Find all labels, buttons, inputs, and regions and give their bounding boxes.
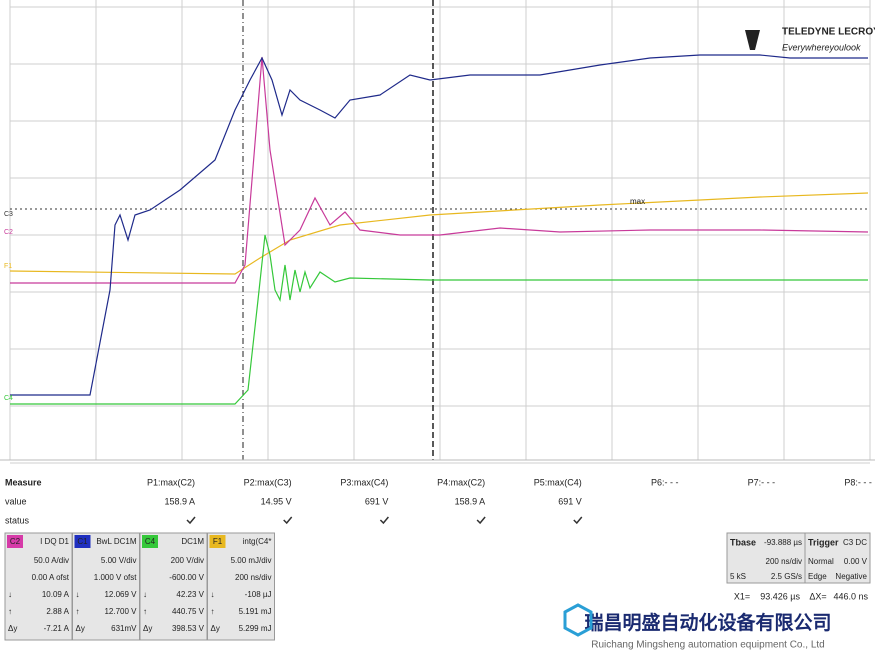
row-prefix: ↓ xyxy=(211,590,215,599)
row-prefix: ↓ xyxy=(143,590,147,599)
trace-label: C3 xyxy=(4,211,13,218)
row-value: -600.00 V xyxy=(169,573,204,582)
channel-header: intg(C4* xyxy=(243,537,272,546)
row-value: 5.191 mJ xyxy=(239,607,272,616)
trace-label: F1 xyxy=(4,263,12,270)
trigger-title: Trigger xyxy=(808,537,839,547)
row-prefix: Δy xyxy=(8,624,17,633)
trigger-row-label: Normal xyxy=(808,557,834,566)
channel-badge xyxy=(142,535,158,548)
row-prefix: ↑ xyxy=(8,607,12,616)
trigger-row-value: 0.00 V xyxy=(844,557,868,566)
row-value: 398.53 V xyxy=(172,624,205,633)
timebase-sub: -93.888 µs xyxy=(764,538,802,547)
trigger-box xyxy=(804,532,871,584)
channel-header: DC1M xyxy=(181,537,204,546)
status-check xyxy=(186,516,196,525)
watermark-en: Ruichang Mingsheng automation equipment … xyxy=(591,640,824,651)
status-check xyxy=(573,516,583,525)
status-check xyxy=(283,516,293,525)
param-value: 158.9 A xyxy=(455,496,486,506)
param-name: P4:max(C2) xyxy=(437,477,485,487)
row-prefix: ↓ xyxy=(8,590,12,599)
channel-id: F1 xyxy=(213,537,223,546)
param-name: P5:max(C4) xyxy=(534,477,582,487)
row-value: 200 V/div xyxy=(171,556,204,565)
channel-box xyxy=(207,532,275,641)
max-marker: max xyxy=(630,197,645,206)
trigger-sub: C3 DC xyxy=(843,538,867,547)
channel-id: C4 xyxy=(145,537,156,546)
logo-tagline: Everywhereyoulook xyxy=(782,42,861,52)
param-name: P2:max(C3) xyxy=(244,477,292,487)
row-value: 631mV xyxy=(111,624,137,633)
logo-brand: TELEDYNE LECROY xyxy=(782,27,875,38)
row-value: 200 ns/div xyxy=(235,573,271,582)
row-value: 5.00 mJ/div xyxy=(231,556,272,565)
trace-c1 xyxy=(10,54,868,396)
channel-badge xyxy=(7,535,23,548)
row-prefix: ↑ xyxy=(76,607,80,616)
row-value: 5.00 V/div xyxy=(101,556,137,565)
param-name: P3:max(C4) xyxy=(340,477,388,487)
row-label: value xyxy=(5,496,27,506)
row-value: 5.299 mJ xyxy=(239,624,272,633)
cursor-readout: 446.0 ns xyxy=(833,591,868,601)
param-value: 691 V xyxy=(365,496,389,506)
row-value: 1.000 V ofst xyxy=(94,573,137,582)
channel-box xyxy=(139,532,208,641)
timebase-row-label: 5 kS xyxy=(730,572,746,581)
trace-label: C4 xyxy=(4,395,13,402)
row-value: -108 µJ xyxy=(245,590,272,599)
cursor-readout: X1= xyxy=(734,591,750,601)
status-check xyxy=(379,516,389,525)
channel-id: C2 xyxy=(10,537,21,546)
channel-badge xyxy=(209,535,226,548)
row-prefix: ↓ xyxy=(76,590,80,599)
param-value: 158.9 A xyxy=(164,496,195,506)
channel-id: C1 xyxy=(77,537,88,546)
logo-icon xyxy=(745,30,760,50)
watermark-logo xyxy=(563,603,593,637)
row-value: 440.75 V xyxy=(172,607,205,616)
row-prefix: Δy xyxy=(76,624,85,633)
channel-badge xyxy=(74,535,91,548)
row-prefix: Δy xyxy=(143,624,152,633)
row-value: 10.09 A xyxy=(42,590,70,599)
row-prefix: Δy xyxy=(211,624,220,633)
row-value: 12.069 V xyxy=(104,590,137,599)
param-name: P1:max(C2) xyxy=(147,477,195,487)
trace-label: C2 xyxy=(4,229,13,236)
timebase-title: Tbase xyxy=(730,537,756,547)
param-name: P6:- - - xyxy=(651,477,679,487)
row-value: 2.88 A xyxy=(46,607,69,616)
measure-title: Measure xyxy=(5,477,42,487)
row-value: 50.0 A/div xyxy=(34,556,69,565)
channel-header: BwL DC1M xyxy=(96,537,136,546)
row-prefix: ↑ xyxy=(211,607,215,616)
timebase-row-value: 200 ns/div xyxy=(766,557,802,566)
param-value: 14.95 V xyxy=(261,496,292,506)
trace-c4 xyxy=(10,234,868,405)
param-name: P8:- - - xyxy=(844,477,872,487)
status-check xyxy=(476,516,486,525)
row-value: -7.21 A xyxy=(44,624,70,633)
row-value: 42.23 V xyxy=(176,590,204,599)
row-value: 0.00 A ofst xyxy=(32,573,70,582)
trigger-row-value: Negative xyxy=(835,572,867,581)
trace-c2 xyxy=(10,56,869,284)
panels: C3 C2 F1 C4 Measure value status P1:max(C2) 158.… xyxy=(4,211,872,641)
param-value: 691 V xyxy=(558,496,582,506)
row-value: 12.700 V xyxy=(104,607,137,616)
cursor-readout: 93.426 µs xyxy=(760,591,800,601)
cursor-readout: ΔX= xyxy=(809,591,826,601)
timebase-row-value: 2.5 GS/s xyxy=(771,572,802,581)
watermark-cn: 瑞昌明盛自动化设备有限公司 xyxy=(584,611,831,634)
trigger-row-label: Edge xyxy=(808,572,827,581)
channel-header: I DQ D1 xyxy=(40,537,69,546)
row-prefix: ↑ xyxy=(143,607,147,616)
row-label: status xyxy=(5,515,30,525)
param-name: P7:- - - xyxy=(748,477,776,487)
